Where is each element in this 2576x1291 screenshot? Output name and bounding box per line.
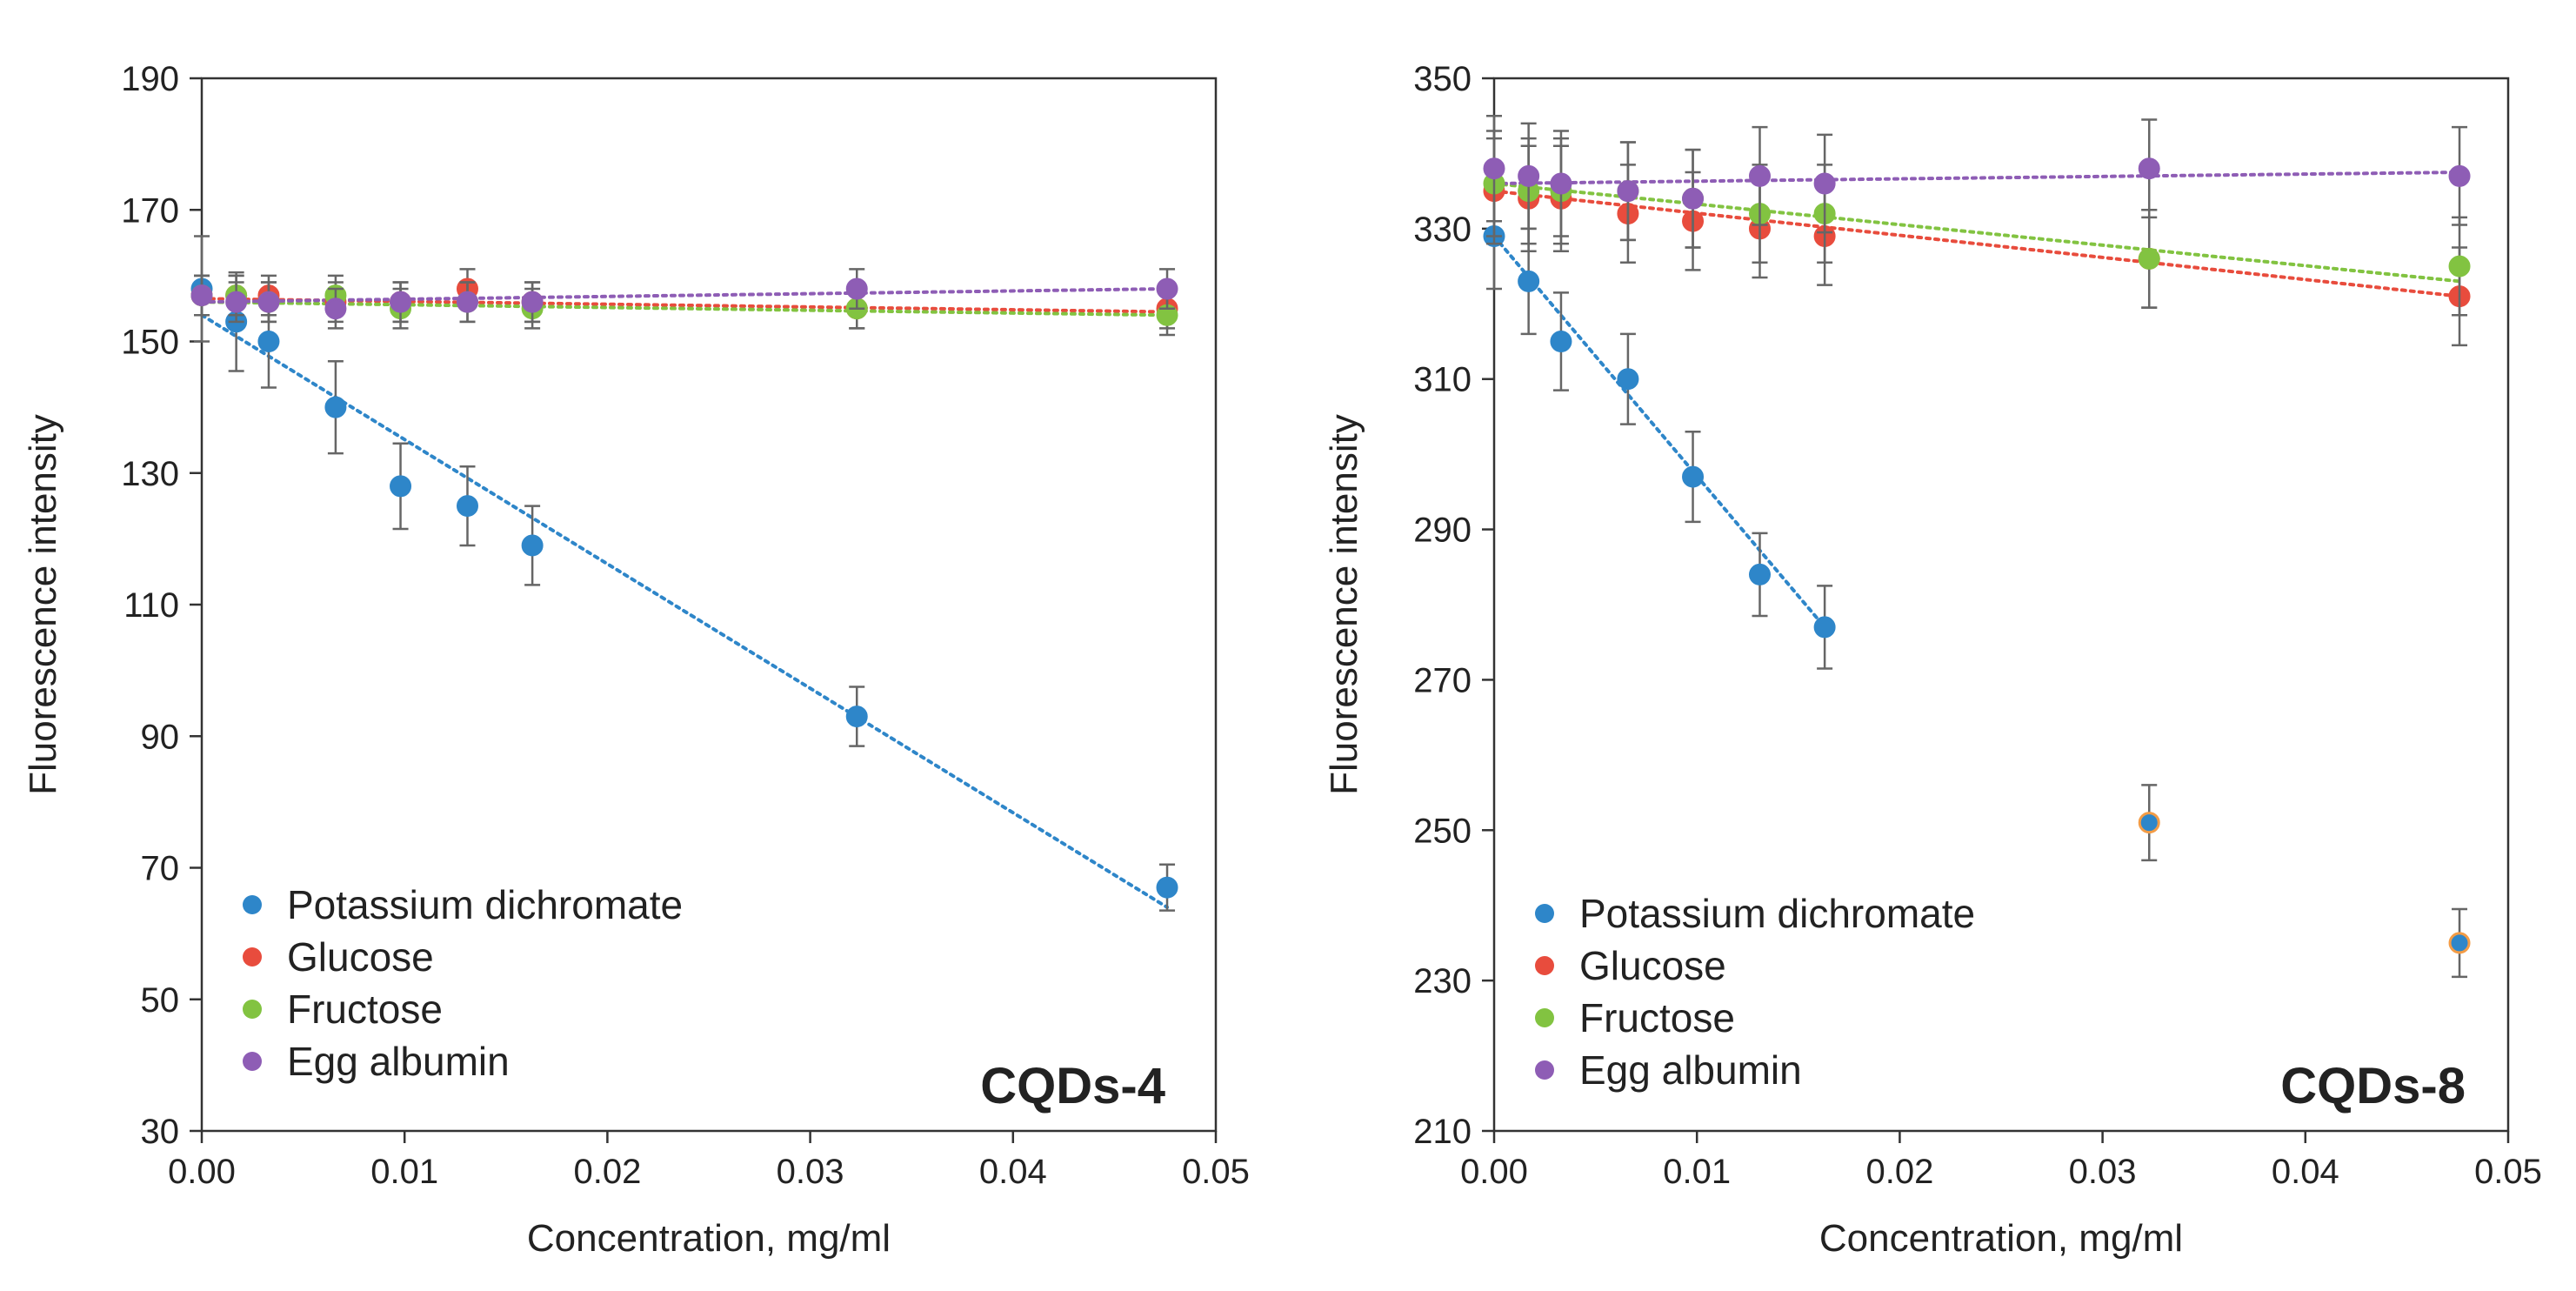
y-axis-title: Fluorescence intensity <box>1323 414 1365 795</box>
trend-line-3 <box>1492 171 2462 185</box>
data-point-series-0 <box>1550 331 1572 352</box>
x-tick-label: 0.04 <box>2272 1153 2339 1191</box>
chart-panel-2: 210 230 250 270 290 310 330 350 0.00 0.01 0.02 0.03… <box>1323 60 2542 1260</box>
x-tick-label: 0.00 <box>168 1153 236 1191</box>
trend-line-1 <box>1492 189 2462 298</box>
legend-marker-3 <box>243 1052 262 1071</box>
data-point-series-0 <box>390 475 412 498</box>
x-tick-label: 0.03 <box>2069 1153 2137 1191</box>
data-point-series-0 <box>456 495 478 518</box>
y-tick-label: 250 <box>1413 812 1472 850</box>
data-point-series-0 <box>2448 932 2471 954</box>
legend-label: Glucose <box>1579 943 1726 988</box>
data-point-series-3 <box>1617 180 1639 203</box>
x-tick-label: 0.02 <box>573 1153 641 1191</box>
legend-marker-1 <box>243 947 262 967</box>
legend-marker-0 <box>243 895 262 914</box>
data-point-series-3 <box>1550 172 1572 195</box>
x-tick-label: 0.01 <box>1663 1153 1731 1191</box>
legend-label: Fructose <box>1579 995 1735 1040</box>
data-point-series-0 <box>1748 563 1771 585</box>
data-point-series-3 <box>1748 164 1771 187</box>
data-point-series-3 <box>1813 172 1836 195</box>
trend-line-0 <box>1492 234 1827 629</box>
data-point-series-3 <box>1518 164 1540 187</box>
y-tick-label: 30 <box>141 1113 180 1151</box>
data-point-series-0 <box>1682 465 1705 488</box>
data-point-series-0 <box>324 396 347 418</box>
x-axis-title: Concentration, mg/ml <box>1819 1217 2183 1260</box>
y-tick-label: 310 <box>1413 361 1472 399</box>
data-point-series-3 <box>257 291 280 313</box>
data-point-series-0 <box>1156 876 1178 899</box>
trend-line-2 <box>1492 182 2462 284</box>
data-point-series-3 <box>1156 278 1178 300</box>
data-point-series-2 <box>2138 247 2160 270</box>
y-tick-label: 70 <box>141 850 180 888</box>
data-point-series-3 <box>225 291 248 313</box>
data-point-series-2 <box>2448 255 2471 278</box>
y-tick-label: 90 <box>141 718 180 756</box>
panel-label: CQDs-8 <box>2280 1058 2466 1114</box>
y-tick-label: 210 <box>1413 1113 1472 1151</box>
data-point-series-0 <box>257 331 280 352</box>
data-point-series-3 <box>1682 187 1705 210</box>
legend-label: Egg albumin <box>1579 1047 1802 1093</box>
y-tick-label: 110 <box>123 586 179 625</box>
data-point-series-0 <box>845 706 868 728</box>
panel-label: CQDs-4 <box>980 1058 1165 1114</box>
y-tick-label: 150 <box>121 324 179 362</box>
data-point-series-0 <box>1813 616 1836 639</box>
data-point-series-3 <box>2138 157 2160 180</box>
y-axis-title: Fluorescence intensity <box>22 414 64 795</box>
data-point-series-0 <box>1518 270 1540 292</box>
legend-label: Glucose <box>287 934 434 980</box>
x-tick-label: 0.05 <box>2474 1153 2542 1191</box>
x-tick-label: 0.01 <box>370 1153 438 1191</box>
trend-line-2 <box>200 300 1170 318</box>
legend-marker-1 <box>1535 956 1554 975</box>
x-tick-label: 0.05 <box>1182 1153 1250 1191</box>
plot-area-frame <box>1492 77 2510 1133</box>
y-tick-label: 170 <box>121 191 179 230</box>
y-tick-label: 270 <box>1413 661 1472 699</box>
data-point-series-3 <box>2448 164 2471 187</box>
chart-panel-1: 30 50 70 90 110 130 150 170 190 0.00 0.01 0.02 0.03 0… <box>22 60 1250 1260</box>
x-tick-label: 0.00 <box>1460 1153 1528 1191</box>
y-tick-label: 290 <box>1413 512 1472 550</box>
y-tick-label: 230 <box>1413 962 1472 1000</box>
legend-marker-0 <box>1535 904 1554 923</box>
legend-marker-3 <box>1535 1060 1554 1080</box>
data-point-series-3 <box>324 298 347 320</box>
x-tick-label: 0.04 <box>979 1153 1047 1191</box>
data-point-series-3 <box>845 278 868 300</box>
y-tick-label: 190 <box>121 60 179 98</box>
legend-label: Potassium dichromate <box>287 882 683 927</box>
legend-label: Egg albumin <box>287 1039 510 1084</box>
data-point-series-0 <box>2138 812 2160 834</box>
trend-line-3 <box>200 287 1170 304</box>
data-point-series-3 <box>190 284 213 307</box>
y-tick-label: 350 <box>1413 60 1472 98</box>
trend-line-0 <box>200 313 1170 909</box>
x-tick-label: 0.02 <box>1865 1153 1933 1191</box>
legend-marker-2 <box>1535 1008 1554 1027</box>
legend-label: Potassium dichromate <box>1579 891 1975 936</box>
legend-marker-2 <box>243 1000 262 1019</box>
x-axis-title: Concentration, mg/ml <box>527 1217 891 1260</box>
y-tick-label: 330 <box>1413 211 1472 249</box>
y-tick-label: 130 <box>121 455 179 493</box>
data-point-series-3 <box>1483 157 1505 180</box>
x-tick-label: 0.03 <box>777 1153 844 1191</box>
data-point-series-3 <box>390 291 412 313</box>
data-point-series-0 <box>521 534 544 557</box>
data-point-series-3 <box>456 291 478 313</box>
data-point-series-3 <box>521 291 544 313</box>
data-point-series-0 <box>1617 368 1639 391</box>
y-tick-label: 50 <box>141 981 180 1020</box>
legend-label: Fructose <box>287 987 443 1032</box>
